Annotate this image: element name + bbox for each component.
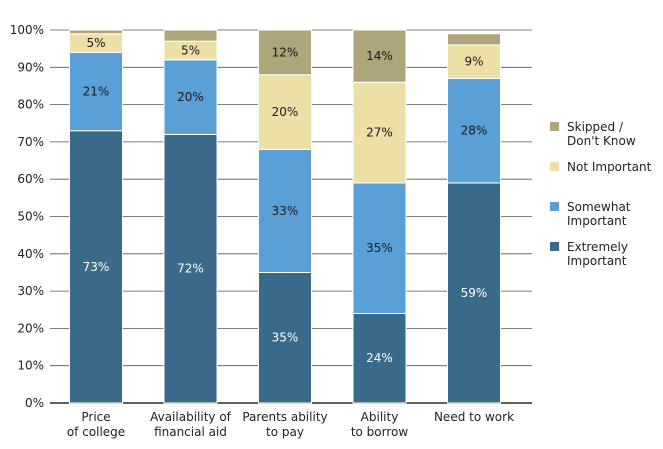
legend-label: Skipped / xyxy=(567,120,624,134)
data-label: 21% xyxy=(83,85,110,99)
legend-swatch xyxy=(550,122,559,131)
y-tick-label: 100% xyxy=(10,23,44,37)
x-tick-label: of college xyxy=(67,425,125,439)
data-label: 35% xyxy=(366,241,393,255)
bar-segment xyxy=(447,77,501,184)
data-label: 72% xyxy=(177,262,204,276)
data-label: 35% xyxy=(272,331,299,345)
bar-segment xyxy=(163,133,218,404)
data-label: 59% xyxy=(461,286,488,300)
y-tick-label: 40% xyxy=(17,247,44,261)
data-label: 28% xyxy=(461,124,488,138)
y-tick-label: 80% xyxy=(17,98,44,112)
x-tick-label: Parents ability xyxy=(242,410,327,424)
legend-label: Don't Know xyxy=(567,134,636,148)
data-label: 12% xyxy=(272,45,299,59)
bar-segment xyxy=(258,74,312,150)
data-label: 14% xyxy=(366,49,393,63)
data-label: 33% xyxy=(272,204,299,218)
legend: Skipped /Don't Know Not Important Somewhat… xyxy=(550,120,652,268)
bar-segment xyxy=(447,33,501,46)
x-tick-label: Availability of xyxy=(150,410,232,424)
bar-segment xyxy=(163,29,218,42)
y-tick-label: 50% xyxy=(17,210,44,224)
y-tick-label: 70% xyxy=(17,135,44,149)
bar-segment xyxy=(258,271,312,404)
bar-segment xyxy=(352,29,407,83)
legend-label: Important xyxy=(567,254,627,268)
data-label: 20% xyxy=(177,90,204,104)
data-label: 27% xyxy=(366,126,393,140)
bar-segment xyxy=(69,51,123,132)
y-tick-label: 60% xyxy=(17,172,44,186)
y-tick-label: 10% xyxy=(17,359,44,373)
bar-segment xyxy=(447,182,501,404)
bar-segment xyxy=(352,312,407,404)
bar-segment xyxy=(69,130,123,404)
bar-segment xyxy=(258,29,312,76)
legend-label: Not Important xyxy=(567,160,652,174)
bars: 73% 21% 5% 72% 20% 5% 35% 33% 20% 12% 24% 35% 27% 14%… xyxy=(69,29,501,404)
data-label: 20% xyxy=(272,105,299,119)
bar-segment xyxy=(258,148,312,273)
x-tick-label: Ability xyxy=(361,410,399,424)
x-tick-label: to borrow xyxy=(351,425,409,439)
data-label: 5% xyxy=(86,36,105,50)
bar-segment xyxy=(447,44,501,79)
bar-segment xyxy=(69,29,123,35)
x-tick-label: to pay xyxy=(266,425,304,439)
y-tick-label: 0% xyxy=(25,396,44,410)
bar-segment xyxy=(352,182,407,314)
data-label: 73% xyxy=(83,260,110,274)
data-label: 9% xyxy=(464,55,483,69)
y-tick-label: 30% xyxy=(17,284,44,298)
x-tick-label: financial aid xyxy=(154,425,227,439)
legend-swatch xyxy=(550,242,559,251)
y-tick-label: 90% xyxy=(17,60,44,74)
x-tick-label: Need to work xyxy=(434,410,514,424)
x-tick-label: Price xyxy=(81,410,110,424)
legend-label: Somewhat xyxy=(567,200,631,214)
legend-swatch xyxy=(550,202,559,211)
y-tick-label: 20% xyxy=(17,321,44,335)
legend-label: Extremely xyxy=(567,240,628,254)
y-axis: 0% 10% 20% 30% 40% 50% 60% 70% 80% 90% 100% xyxy=(10,23,44,410)
legend-label: Important xyxy=(567,214,627,228)
data-label: 5% xyxy=(181,44,200,58)
legend-swatch xyxy=(550,162,559,171)
bar-segment xyxy=(163,59,218,135)
data-label: 24% xyxy=(366,351,393,365)
